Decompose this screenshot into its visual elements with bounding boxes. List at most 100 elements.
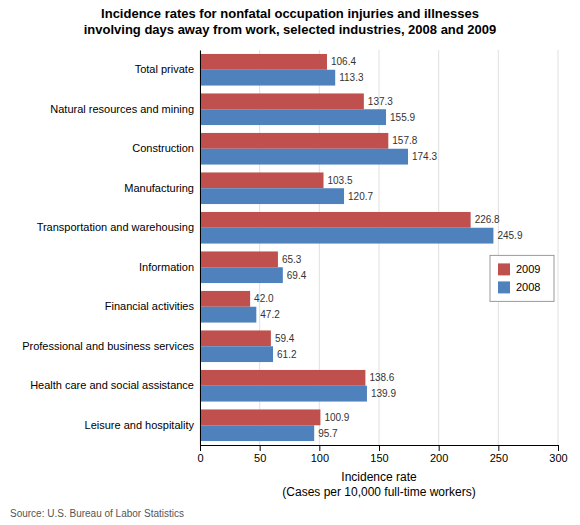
chart: Incidence rates for nonfatal occupation …: [0, 0, 580, 525]
tick: Financial activities: [105, 300, 195, 312]
grid-line: [558, 50, 559, 445]
x-axis: 050100150200250300: [197, 445, 567, 464]
bar: [200, 133, 388, 149]
bar: [200, 54, 327, 70]
bar: [200, 70, 335, 86]
grid-line: [438, 50, 439, 445]
bar: [200, 267, 283, 283]
bar: [200, 212, 471, 228]
data-label: 61.2: [277, 349, 297, 360]
bar: [200, 425, 314, 441]
grid: [200, 50, 558, 445]
title-line: involving days away from work, selected …: [84, 22, 497, 37]
axis-line: [200, 51, 201, 446]
legend-label: 2008: [516, 281, 540, 293]
tick-label: Professional and business services: [22, 340, 194, 352]
tick: Professional and business services: [22, 340, 194, 352]
tick-label: Construction: [132, 142, 194, 154]
legend-swatch: [498, 263, 510, 275]
data-label: 138.6: [369, 372, 394, 383]
tick-label: Health care and social assistance: [30, 379, 194, 391]
tick-mark: [260, 445, 261, 451]
tick: Manufacturing: [124, 182, 194, 194]
tick: 0: [197, 445, 203, 464]
tick: Construction: [132, 142, 194, 154]
tick-label: 100: [311, 452, 329, 464]
data-label: 137.3: [368, 96, 393, 107]
tick-label: 150: [370, 452, 388, 464]
tick: 50: [254, 445, 266, 464]
data-label: 139.9: [371, 388, 396, 399]
tick-mark: [498, 445, 499, 451]
x-axis-title-line: (Cases per 10,000 full-time workers): [282, 485, 475, 499]
bars: [200, 54, 493, 441]
bar: [200, 409, 320, 425]
tick-label: 200: [430, 452, 448, 464]
bar: [200, 228, 493, 244]
bar: [200, 251, 278, 267]
tick-label: Total private: [135, 63, 194, 75]
data-label: 157.8: [392, 135, 417, 146]
data-label: 59.4: [275, 333, 295, 344]
tick: Natural resources and mining: [50, 103, 194, 115]
tick-label: 300: [549, 452, 567, 464]
bar: [200, 93, 364, 109]
tick: 200: [430, 445, 448, 464]
data-label: 69.4: [287, 270, 307, 281]
x-axis-title: Incidence rate(Cases per 10,000 full-tim…: [282, 470, 475, 499]
tick-mark: [558, 445, 559, 451]
tick-label: Financial activities: [105, 300, 195, 312]
tick-label: Transportation and warehousing: [37, 221, 194, 233]
data-label: 226.8: [475, 214, 500, 225]
data-label: 100.9: [324, 412, 349, 423]
data-labels: 106.4137.3157.8103.5226.865.342.059.4138…: [254, 56, 523, 438]
title: Incidence rates for nonfatal occupation …: [84, 6, 497, 37]
bar: [200, 386, 367, 402]
legend-swatch: [498, 281, 510, 293]
title-line: Incidence rates for nonfatal occupation …: [101, 6, 479, 21]
legend: 2009 2008: [490, 255, 554, 301]
data-label: 155.9: [390, 112, 415, 123]
tick-mark: [439, 445, 440, 451]
bar: [200, 330, 271, 346]
data-label: 113.3: [339, 72, 364, 83]
tick-mark: [319, 445, 320, 451]
axis-line: [201, 446, 559, 452]
data-label: 106.4: [331, 56, 356, 67]
legend-item: 2009: [498, 263, 540, 275]
plot: 106.4137.3157.8103.5226.865.342.059.4138…: [22, 50, 567, 464]
bar: [200, 149, 408, 165]
bar: [200, 172, 324, 188]
data-label: 120.7: [348, 191, 373, 202]
tick-label: Natural resources and mining: [50, 103, 194, 115]
tick-label: Information: [139, 261, 194, 273]
tick: Total private: [135, 63, 194, 75]
data-label: 47.2: [260, 309, 280, 320]
tick: Leisure and hospitality: [85, 419, 195, 431]
y-axis: Total private Natural resources and minin…: [22, 51, 200, 446]
tick-mark: [379, 445, 380, 451]
tick: 150: [370, 445, 388, 464]
bar: [200, 109, 386, 125]
tick-label: 0: [197, 452, 203, 464]
data-label: 95.7: [318, 428, 338, 439]
tick: Information: [139, 261, 194, 273]
tick: 100: [311, 445, 329, 464]
legend-item: 2008: [498, 281, 540, 293]
series: [200, 70, 493, 441]
data-label: 174.3: [412, 151, 437, 162]
grid-line: [200, 50, 201, 445]
bar: [200, 346, 273, 362]
legend-box: [490, 255, 554, 301]
tick-label: Leisure and hospitality: [85, 419, 195, 431]
data-label: 245.9: [497, 230, 522, 241]
tick: Transportation and warehousing: [37, 221, 194, 233]
bar: [200, 370, 365, 386]
tick: 300: [549, 445, 567, 464]
legend-label: 2009: [516, 263, 540, 275]
bar: [200, 291, 250, 307]
annotation: Source: U.S. Bureau of Labor Statistics: [10, 508, 184, 519]
x-axis-title-line: Incidence rate: [341, 470, 417, 484]
data-label: 103.5: [328, 175, 353, 186]
tick-label: Manufacturing: [124, 182, 194, 194]
